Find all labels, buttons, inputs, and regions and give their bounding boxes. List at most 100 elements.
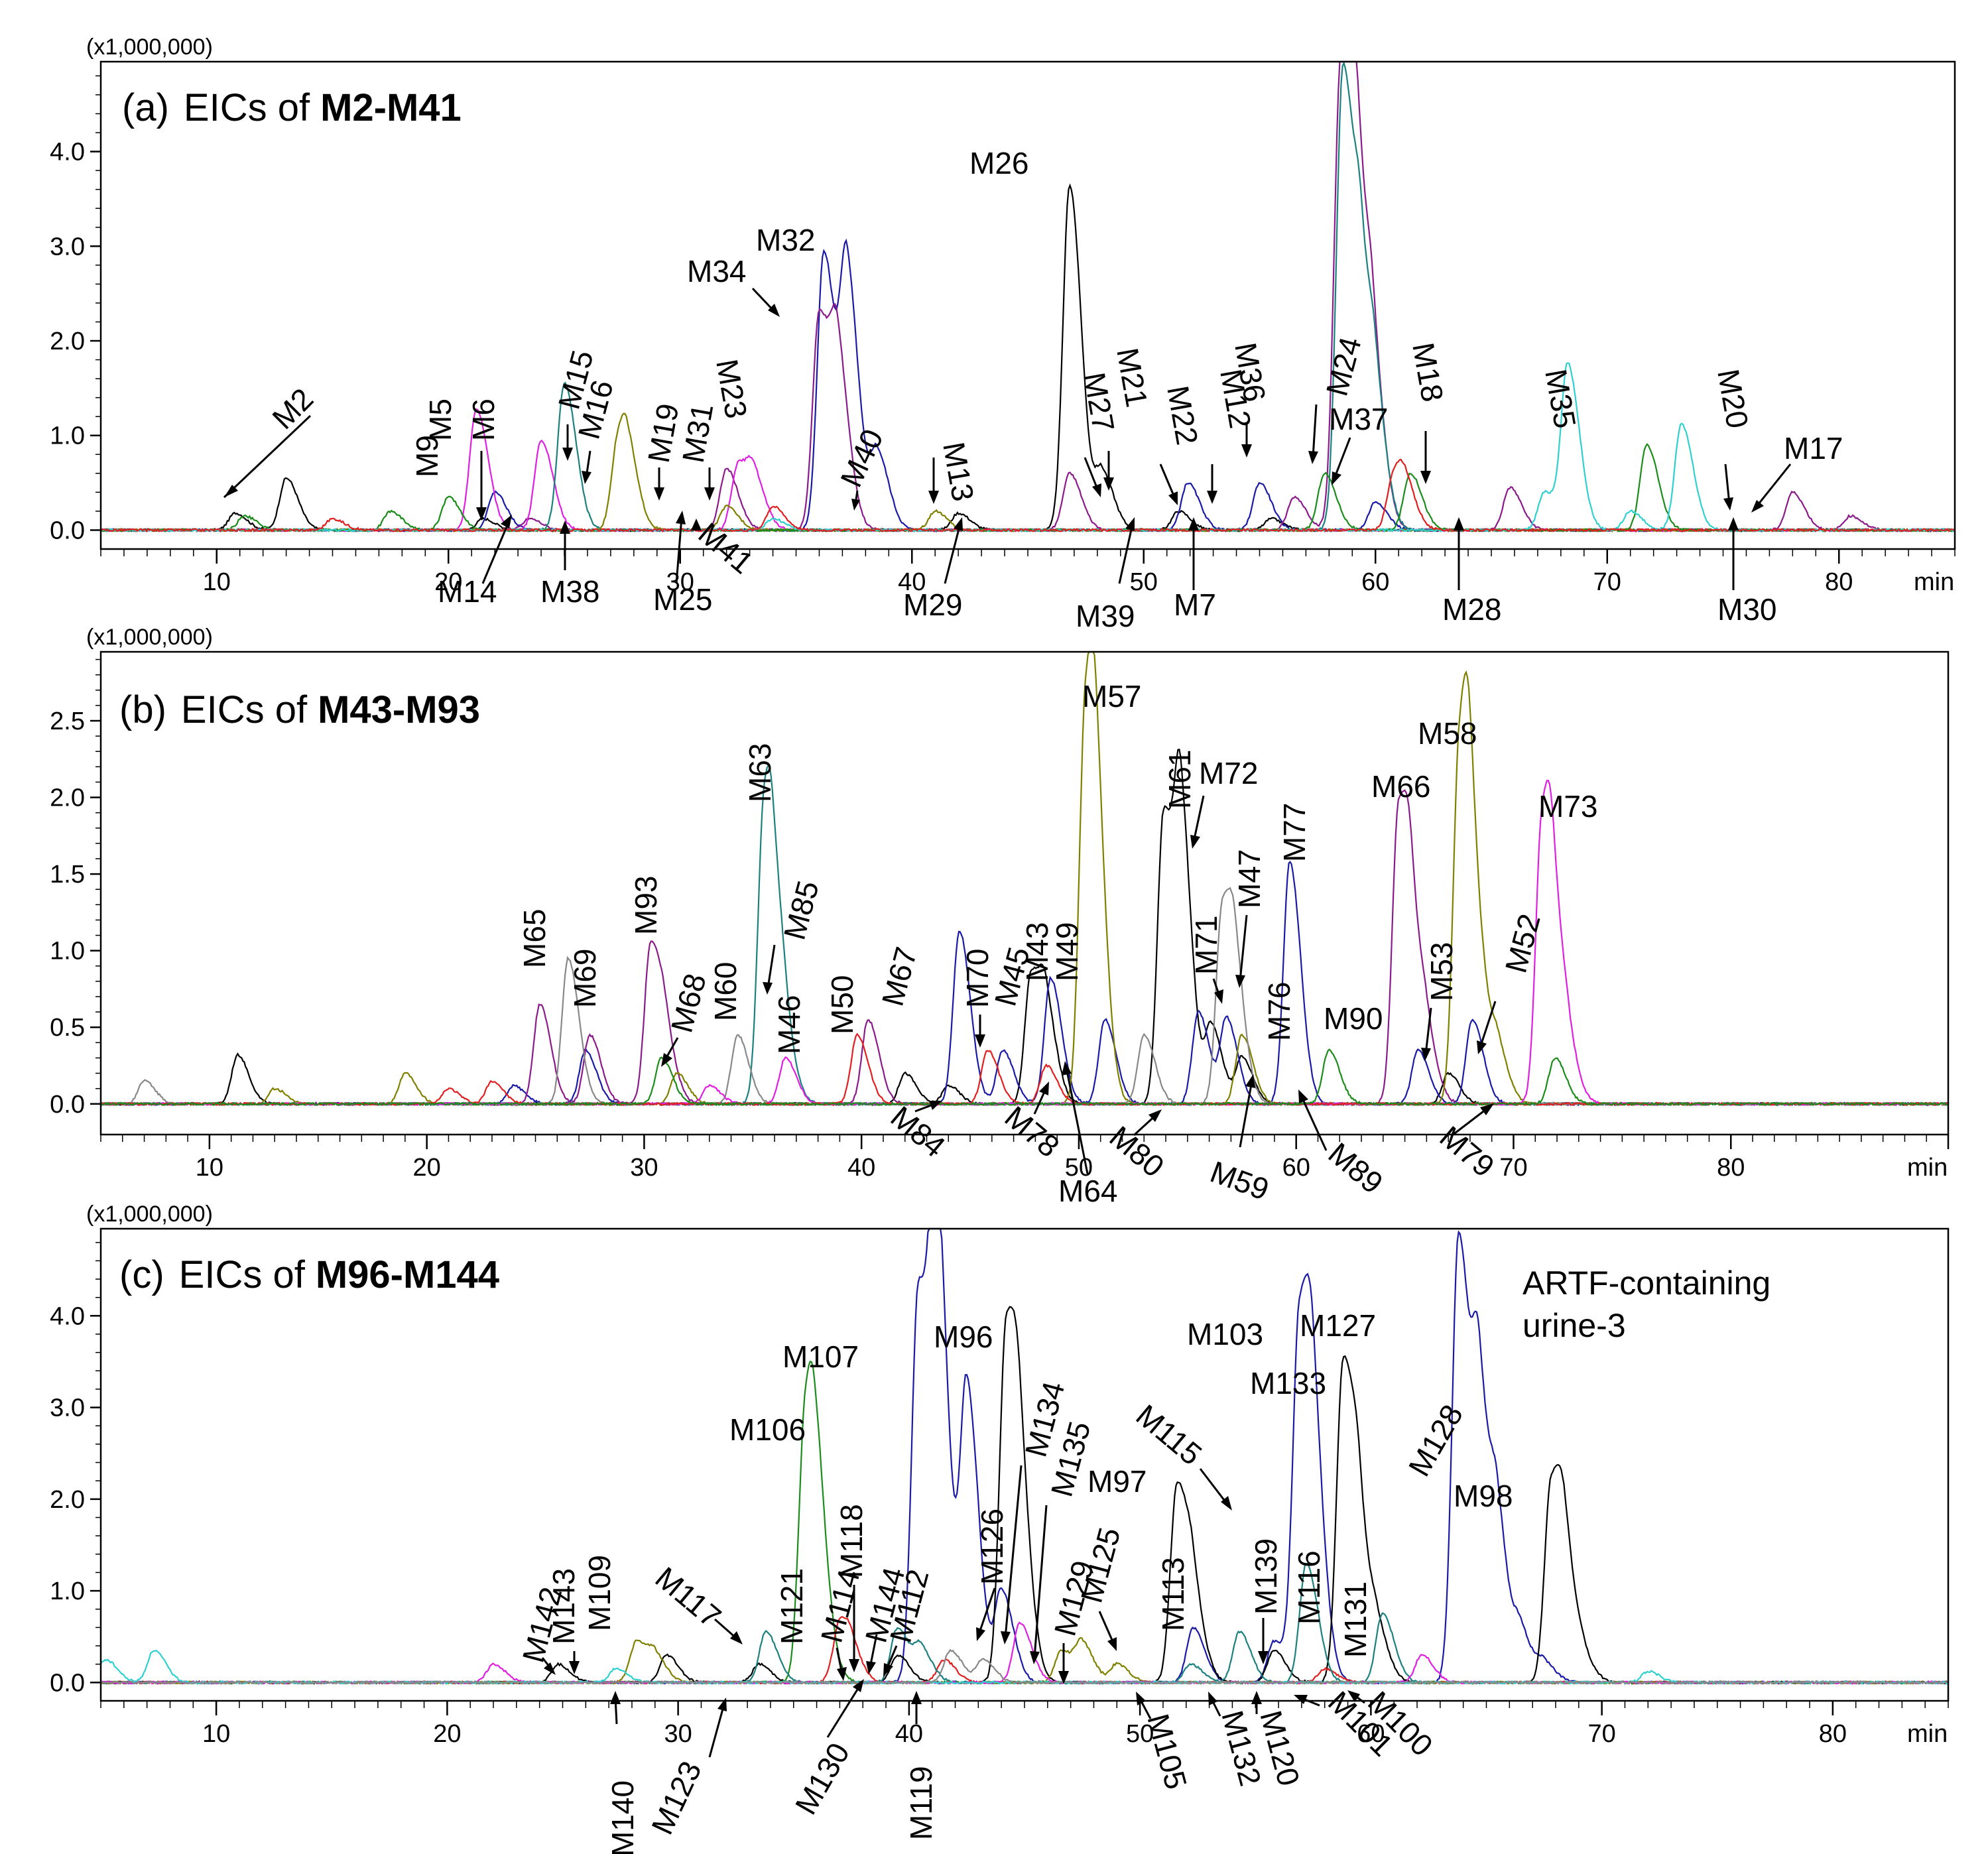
peak-label-M107: M107 (782, 1339, 859, 1374)
y-tick-label: 2.0 (50, 1486, 85, 1514)
panel-b-traces (100, 650, 1948, 1107)
peak-label-M143: M143 (546, 1568, 581, 1644)
x-tick-label: 50 (1065, 1154, 1093, 1182)
panel-b-frame (99, 650, 1950, 1136)
peak-label-M47: M47 (1232, 849, 1267, 908)
peak-label-M29: M29 (903, 587, 962, 622)
peak-label-M49: M49 (1050, 922, 1084, 981)
peak-label-M57: M57 (1082, 679, 1141, 713)
peak-label-M53: M53 (1424, 942, 1459, 1001)
panel-c-letter: (c) (119, 1253, 164, 1296)
peak-label-M65: M65 (517, 909, 552, 968)
x-tick-label: 30 (666, 568, 694, 596)
panel-c-title: (c) EICs of M96-M144 (119, 1253, 499, 1296)
panel-c-y-multiplier: (x1,000,000) (86, 1202, 213, 1227)
panel-a-letter: (a) (122, 86, 169, 129)
peak-label-M109: M109 (582, 1555, 617, 1631)
peak-label-M140: M140 (605, 1780, 640, 1854)
peak-label-M97: M97 (1087, 1464, 1147, 1499)
x-tick-label: 20 (434, 568, 462, 596)
panel-b: (x1,000,000) (b) EICs of M43-M93 10 20 30 40 5… (50, 625, 1950, 1208)
y-tick-label: 2.5 (50, 708, 85, 735)
panel-c-traces (99, 1227, 1948, 1686)
panel-a-title-prefix: EICs of (184, 86, 310, 129)
peak-label-M103: M103 (1187, 1317, 1263, 1351)
x-tick-label: 60 (1361, 568, 1389, 596)
panel-b-x-axis: 10 20 30 40 50 60 70 80 min (100, 1135, 1950, 1182)
peak-label-M38: M38 (540, 574, 599, 609)
x-tick-label: 60 (1282, 1154, 1310, 1182)
peak-label-M5: M5 (423, 399, 458, 441)
peak-label-M121: M121 (775, 1568, 809, 1644)
peak-label-M6: M6 (466, 399, 501, 441)
panel-a-title: (a) EICs of M2-M41 (122, 86, 462, 129)
x-tick-label: 10 (202, 1720, 230, 1748)
y-tick-label: 1.5 (50, 861, 85, 889)
y-tick-label: 0.0 (50, 517, 85, 544)
panel-c-frame (99, 1227, 1950, 1702)
panel-c-title-bold: M96-M144 (316, 1253, 499, 1296)
peak-label-M64: M64 (1058, 1174, 1117, 1208)
panel-b-letter: (b) (119, 688, 166, 731)
x-tick-label: 20 (413, 1154, 441, 1182)
peak-label-M70: M70 (960, 949, 995, 1008)
peak-label-M119: M119 (904, 1766, 938, 1840)
x-tick-label: 10 (196, 1154, 223, 1182)
peak-label-M50: M50 (825, 975, 859, 1034)
panel-a-traces (100, 60, 1956, 533)
peak-label-M14: M14 (438, 574, 497, 609)
panel-c-title-prefix: EICs of (179, 1253, 306, 1296)
peak-label-M46: M46 (772, 995, 806, 1054)
x-tick-label: 80 (1717, 1154, 1745, 1182)
panel-a-y-multiplier: (x1,000,000) (86, 34, 213, 60)
panel-a-frame (99, 60, 1956, 550)
peak-label-M58: M58 (1418, 716, 1477, 751)
panel-b-y-axis: 0.0 0.5 1.0 1.5 2.0 2.5 (50, 658, 101, 1119)
y-tick-label: 3.0 (50, 1394, 85, 1422)
x-tick-label: 20 (433, 1720, 461, 1748)
y-tick-label: 1.0 (50, 938, 85, 965)
peak-label-M139: M139 (1249, 1538, 1283, 1615)
trace-line-trace-9 (100, 1048, 1948, 1107)
peak-label-M63: M63 (743, 743, 777, 802)
peak-label-M39: M39 (1076, 599, 1135, 633)
panel-b-y-multiplier: (x1,000,000) (86, 625, 213, 650)
peak-label-M37: M37 (1329, 402, 1388, 436)
x-tick-label: 80 (1825, 568, 1853, 596)
peak-label-M43: M43 (1020, 922, 1054, 981)
peak-label-M77: M77 (1277, 803, 1312, 862)
x-tick-label: 30 (630, 1154, 658, 1182)
panel-b-title-bold: M43-M93 (318, 688, 480, 731)
peak-label-M32: M32 (756, 223, 815, 257)
x-unit-label: min (1907, 1720, 1948, 1748)
x-unit-label: min (1907, 1154, 1948, 1182)
peak-label-M73: M73 (1538, 789, 1597, 824)
y-tick-label: 1.0 (50, 1577, 85, 1605)
x-tick-label: 70 (1499, 1154, 1527, 1182)
trace-line-trace-9 (100, 458, 1955, 533)
peak-label-M60: M60 (708, 962, 743, 1021)
x-tick-label: 10 (203, 568, 231, 596)
y-tick-label: 1.0 (50, 422, 85, 450)
peak-label-M30: M30 (1717, 592, 1776, 627)
y-tick-label: 2.0 (50, 784, 85, 812)
x-tick-label: 70 (1587, 1720, 1615, 1748)
peak-label-M126: M126 (975, 1509, 1009, 1585)
x-tick-label: 40 (898, 568, 926, 596)
peak-label-M133: M133 (1250, 1366, 1326, 1400)
peak-label-M93: M93 (629, 876, 663, 935)
x-tick-label: 70 (1593, 568, 1621, 596)
x-unit-label: min (1914, 568, 1954, 596)
peak-label-M131: M131 (1338, 1581, 1373, 1658)
peak-label-M98: M98 (1454, 1479, 1513, 1513)
trace-line-trace-9 (100, 1648, 1948, 1685)
y-tick-label: 3.0 (50, 233, 85, 261)
peak-label-M61: M61 (1162, 750, 1197, 809)
y-tick-label: 4.0 (50, 1302, 85, 1330)
panel-c-x-axis: 10 20 30 40 50 60 70 80 min (100, 1701, 1949, 1748)
peak-label-M106: M106 (729, 1412, 806, 1447)
y-tick-label: 0.0 (50, 1091, 85, 1119)
peak-label-M66: M66 (1371, 769, 1430, 804)
